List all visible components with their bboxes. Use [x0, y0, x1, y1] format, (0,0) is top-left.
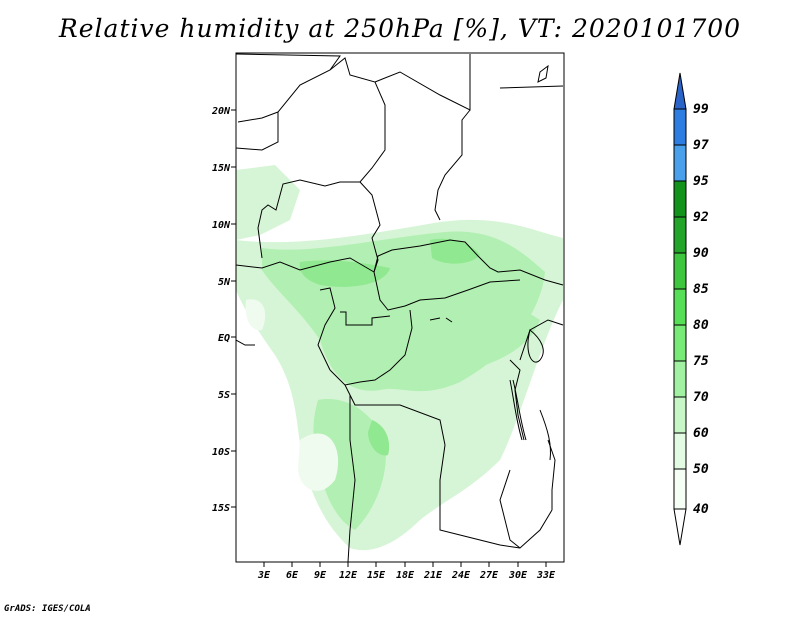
chart-title: Relative humidity at 250hPa [%], VT: 202…: [58, 14, 742, 43]
lat-tick-label: 10N: [212, 220, 231, 231]
lat-tick-label: 20N: [211, 106, 231, 117]
colorbar-label: 90: [693, 246, 709, 261]
colorbar-segment: [673, 432, 687, 470]
colorbar-label: 70: [693, 390, 709, 405]
colorbar-segment: [673, 252, 687, 290]
lon-tick-label: 9E: [314, 570, 327, 581]
colorbar: [673, 72, 687, 546]
colorbar-label: 85: [693, 282, 709, 297]
colorbar-segment: [673, 216, 687, 254]
colorbar-label: 40: [693, 502, 709, 517]
lon-tick-label: 24E: [451, 570, 471, 581]
lat-tick-label: 15S: [212, 503, 230, 514]
colorbar-label: 60: [693, 426, 709, 441]
colorbar-label: 92: [693, 210, 709, 225]
colorbar-label: 75: [693, 354, 709, 369]
colorbar-label: 97: [693, 138, 709, 153]
colorbar-segment: [673, 108, 687, 146]
lon-tick-label: 12E: [339, 570, 358, 581]
lat-tick-label: 10S: [212, 447, 230, 458]
lon-axis: 3E 6E 9E 12E 15E 18E 21E 24E 27E 30E 33E: [257, 562, 556, 581]
colorbar-segment: [673, 288, 687, 326]
lat-axis: 20N 15N 10N 5N EQ 5S 10S 15S: [211, 106, 236, 514]
colorbar-labels: 99 97 95 92 90 85 80 75 70 60 50 40: [693, 102, 709, 517]
lon-tick-label: 6E: [286, 570, 299, 581]
lat-tick-label: 5S: [218, 390, 230, 401]
rh-40-50-region: [245, 299, 339, 491]
lon-tick-label: 15E: [367, 570, 386, 581]
lon-tick-label: 33E: [536, 570, 556, 581]
colorbar-segment: [673, 360, 687, 398]
lat-tick-label: 5N: [218, 277, 231, 288]
colorbar-label: 99: [693, 102, 709, 117]
lon-tick-label: 21E: [423, 570, 443, 581]
lon-tick-label: 30E: [508, 570, 528, 581]
colorbar-top-arrow: [673, 72, 687, 110]
colorbar-segment: [673, 396, 687, 434]
lon-tick-label: 18E: [396, 570, 415, 581]
grads-credit: GrADS: IGES/COLA: [4, 604, 91, 614]
colorbar-segment: [673, 468, 687, 510]
lon-tick-label: 3E: [257, 570, 271, 581]
lon-tick-label: 27E: [479, 570, 499, 581]
plot-frame: [235, 52, 565, 563]
lakes: [429, 64, 551, 461]
colorbar-segment: [673, 144, 687, 182]
colorbar-segment: [673, 180, 687, 218]
colorbar-label: 80: [693, 318, 709, 333]
lat-tick-label: 15N: [212, 163, 231, 174]
lat-tick-label: EQ: [218, 333, 230, 344]
colorbar-segment: [673, 324, 687, 362]
colorbar-label: 50: [693, 462, 709, 477]
colorbar-bottom-arrow: [673, 508, 687, 546]
colorbar-label: 95: [693, 174, 709, 189]
humidity-shading: [236, 165, 563, 551]
